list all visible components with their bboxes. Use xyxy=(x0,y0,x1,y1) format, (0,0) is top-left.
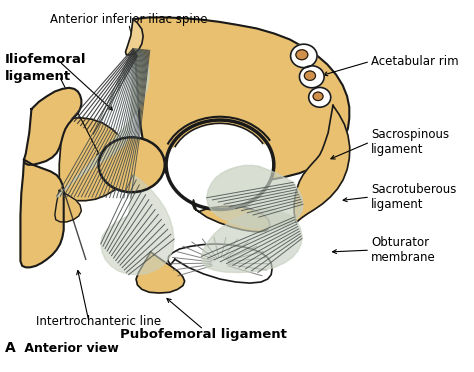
Polygon shape xyxy=(126,19,143,55)
Circle shape xyxy=(166,120,274,209)
Polygon shape xyxy=(201,208,302,272)
Polygon shape xyxy=(55,190,82,222)
Ellipse shape xyxy=(304,71,316,80)
Polygon shape xyxy=(133,17,349,180)
Ellipse shape xyxy=(291,44,317,68)
Polygon shape xyxy=(56,49,149,197)
Polygon shape xyxy=(20,160,64,267)
Text: ligament: ligament xyxy=(5,70,71,83)
Polygon shape xyxy=(294,105,350,223)
Text: Intertrochanteric line: Intertrochanteric line xyxy=(36,315,161,328)
Text: Anterior view: Anterior view xyxy=(20,342,119,355)
Text: A: A xyxy=(5,341,16,355)
Text: Sacrotuberous: Sacrotuberous xyxy=(371,183,457,196)
Text: Sacrospinous: Sacrospinous xyxy=(371,128,449,141)
Ellipse shape xyxy=(300,66,324,88)
Polygon shape xyxy=(24,88,82,165)
Polygon shape xyxy=(136,252,185,293)
Text: Pubofemoral ligament: Pubofemoral ligament xyxy=(120,328,287,341)
Text: ligament: ligament xyxy=(371,143,424,156)
Ellipse shape xyxy=(313,92,323,100)
Polygon shape xyxy=(207,166,303,228)
Ellipse shape xyxy=(309,87,331,107)
Text: Iliofemoral: Iliofemoral xyxy=(5,53,86,66)
Text: Obturator: Obturator xyxy=(371,236,429,249)
Circle shape xyxy=(99,137,165,192)
Polygon shape xyxy=(192,200,270,232)
Polygon shape xyxy=(101,175,174,275)
Text: Anterior inferior iliac spine: Anterior inferior iliac spine xyxy=(50,13,207,26)
Text: Acetabular rim: Acetabular rim xyxy=(371,55,459,68)
Polygon shape xyxy=(168,244,272,283)
Text: membrane: membrane xyxy=(371,251,436,264)
Text: ligament: ligament xyxy=(371,198,424,211)
Ellipse shape xyxy=(296,50,308,60)
Polygon shape xyxy=(59,118,129,201)
